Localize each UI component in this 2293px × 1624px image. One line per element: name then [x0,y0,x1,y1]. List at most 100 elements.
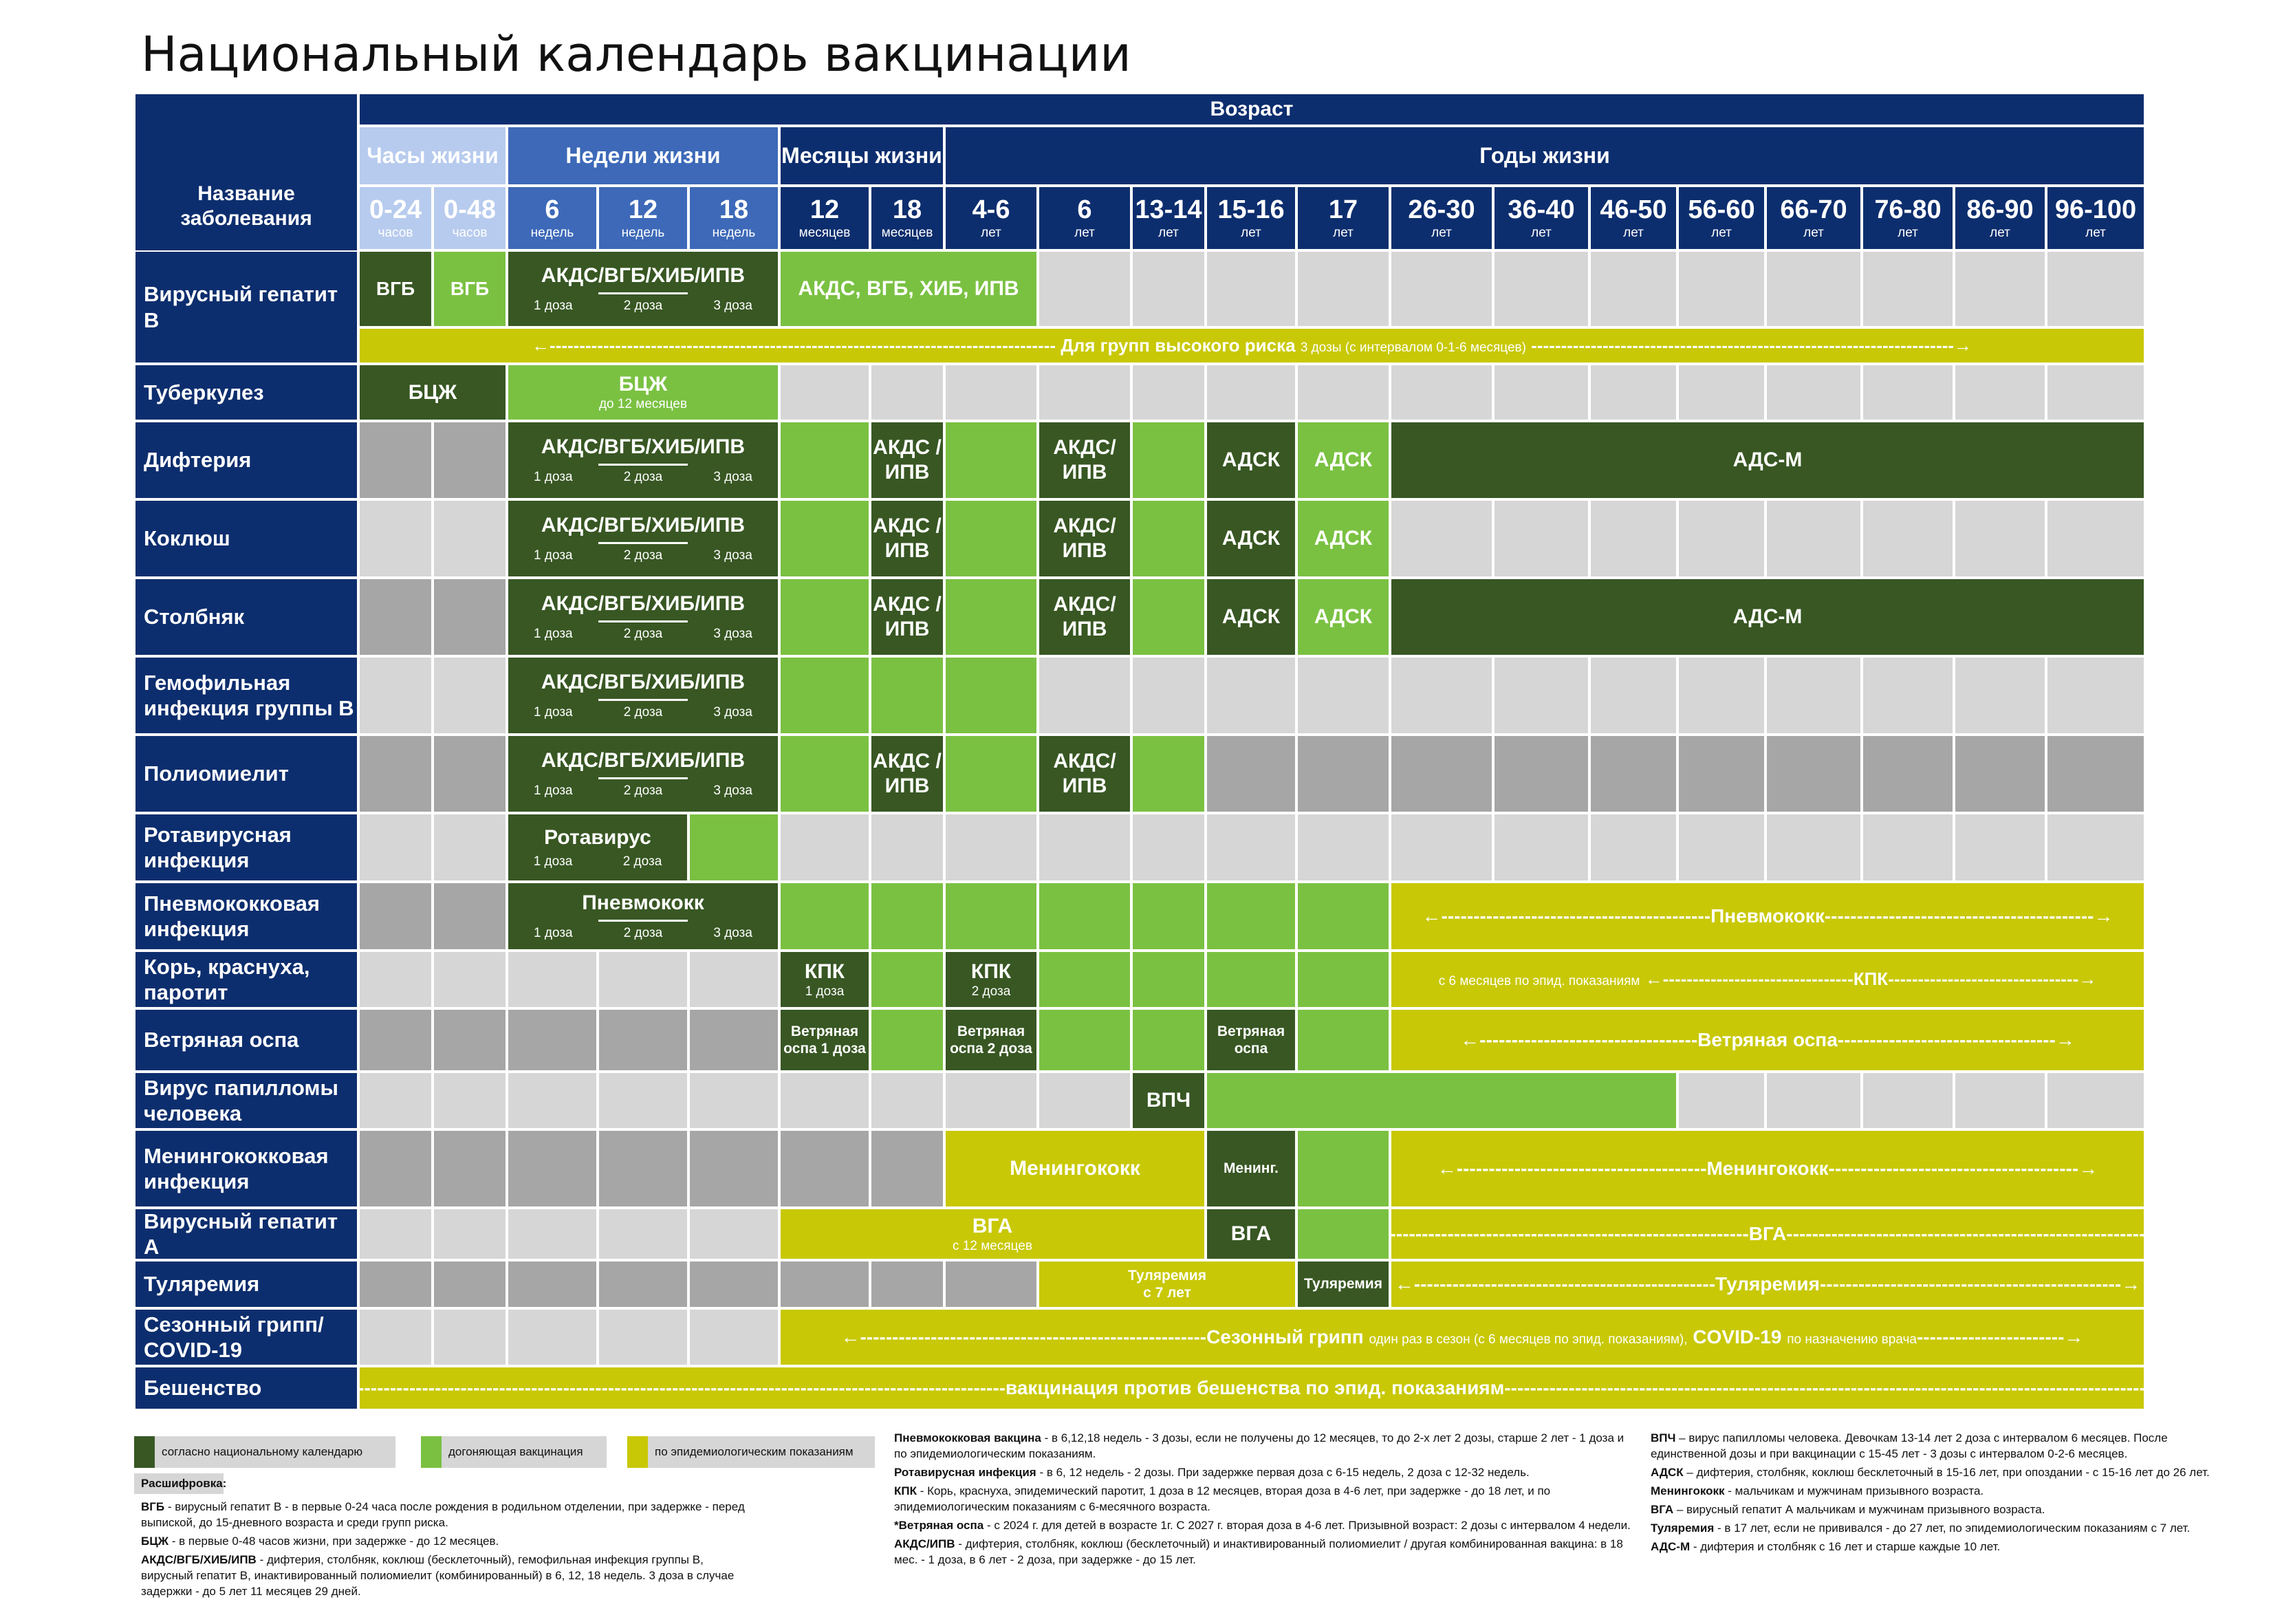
cell-text: ВГА [972,1214,1013,1237]
empty-cell [1589,735,1677,813]
empty-cell [1954,499,2046,578]
cell-text: Менингококк [1010,1157,1140,1180]
empty-cell [1954,735,2046,813]
dose-label: 2 доза [623,627,663,642]
empty-cell [358,578,433,656]
cell-text: АДСК [1221,605,1281,628]
empty-cell [358,499,433,578]
pneumo-cell: Пневмококк 1 доза 2 доза 3 доза [507,882,779,951]
dose-divider [598,777,688,780]
empty-cell [598,1260,688,1308]
age-unit: месяцев [798,226,851,241]
legend-entry: Менингококк - мальчикам и мужчинам призы… [1651,1484,2221,1500]
vaccination-table: Название заболевания Возраст Часы жизни Нед… [134,93,2156,1427]
age-unit: лет [1803,226,1824,241]
legend-entry: АКДС/ВГБ/ХИБ/ИПВ - дифтерия, столбняк, к… [141,1552,753,1600]
empty-cell [1677,364,1765,421]
legend-text: - мальчикам и мужчинам призывного возрас… [1724,1484,1984,1497]
akds-ipv-6y: АКДС/ ИПВ [1038,499,1131,578]
legend-key: АКДС/ИПВ [894,1537,955,1550]
age-column-7: 4-6 лет [944,186,1038,250]
page-title: Национальный календарь вакцинации [141,26,1131,83]
empty-cell [870,813,944,882]
catchup-cell [944,578,1038,656]
vga-epid-arrow: ←---------------------------------------… [1390,1208,2145,1260]
empty-cell [358,1208,433,1260]
empty-cell [1038,951,1131,1008]
kpk-dose2: КПК 2 доза [944,951,1038,1008]
cell-text: 2 доза [971,984,1011,999]
empty-cell [1038,250,1131,327]
age-column-2: 6 недель [507,186,598,250]
legend-text: - с 2024 г. для детей в возрасте 1г. С 2… [984,1518,1631,1532]
empty-cell [944,364,1038,421]
legend-entry: ВГБ - вирусный гепатит В - в первые 0-24… [141,1500,753,1531]
catchup-cell [944,735,1038,813]
empty-cell [779,364,870,421]
legend-key: Ротавирусная инфекция [894,1465,1036,1479]
empty-cell [598,1208,688,1260]
legend-column-1: ВГБ - вирусный гепатит В - в первые 0-24… [141,1500,753,1603]
age-value: 46-50 [1600,195,1667,224]
empty-cell [1862,656,1954,735]
empty-cell [1390,813,1493,882]
disease-name-tb: Туберкулез [134,364,358,421]
empty-cell [433,1008,507,1072]
vga-epid: ВГА с 12 месяцев [779,1208,1206,1260]
cell-text: АДСК [1221,448,1281,471]
empty-cell [1390,656,1493,735]
legend-column-3: ВПЧ – вирус папилломы человека. Девочкам… [1651,1431,2221,1558]
age-column-19: 96-100 лет [2046,186,2145,250]
empty-cell [1131,951,1206,1008]
age-unit: лет [981,226,1001,241]
cell-text: АКДС /ИПВ [873,750,942,797]
kpk-epid-arrow: с 6 месяцев по эпид. показаниям ←-------… [1390,951,2145,1008]
empty-cell [1677,813,1765,882]
akds-ipv-18m: АКДС /ИПВ [870,499,944,578]
cell-text: с 12 месяцев [953,1238,1032,1253]
cell-text: КПК [970,960,1012,983]
cell-text: Ветряная оспа 1 доза [783,1023,866,1057]
age-header: Возраст [358,93,2145,126]
age-column-16: 66-70 лет [1765,186,1862,250]
empty-cell [779,813,870,882]
adsk-cell: АДСК [1206,421,1296,499]
empty-cell [433,1260,507,1308]
age-unit: месяцев [881,226,933,241]
legend-entry: Туляремия - в 17 лет, если не прививался… [1651,1521,2221,1537]
dose-labels: 1 доза 2 доза 3 доза [508,783,778,799]
age-value: 18 [719,195,749,224]
empty-cell [870,1129,944,1208]
age-value: 18 [892,195,922,224]
legend-key: Пневмококковая вакцина [894,1431,1041,1444]
arrow-text: ←---------------------------------------… [1437,1158,2098,1180]
empty-cell [2046,735,2145,813]
empty-cell [433,656,507,735]
legend-key: *Ветряная оспа [894,1518,984,1532]
cell-text: ВПЧ [1146,1089,1191,1112]
empty-cell [1038,1072,1131,1129]
empty-cell [1038,882,1131,951]
age-column-17: 76-80 лет [1862,186,1954,250]
cell-text: COVID-19 [1693,1326,1782,1348]
empty-cell [2046,813,2145,882]
vaccine-label: АКДС/ВГБ/ХИБ/ИПВ [541,592,746,616]
empty-cell [1131,364,1206,421]
arrow-note: по назначению врача [1787,1332,1917,1347]
cell-text: ВГБ [450,278,490,300]
disease-label: Ветряная оспа [144,1028,299,1052]
age-value: 86-90 [1966,195,2034,224]
disease-name-polio: Полиомиелит [134,735,358,813]
legend-entry: БЦЖ - в первые 0-48 часов жизни, при зад… [141,1534,753,1550]
dose-label: 1 доза [533,854,573,869]
disease-name-mening: Менингококковая инфекция [134,1129,358,1208]
catchup-cell [1296,1008,1390,1072]
empty-cell [598,1008,688,1072]
age-column-9: 13-14 лет [1131,186,1206,250]
cell-text: Менингококк [1706,1158,1829,1180]
cell-text: КПК [1853,968,1889,990]
age-column-15: 56-60 лет [1677,186,1765,250]
empty-cell [1765,250,1862,327]
disease-name-vgb: Вирусный гепатит В [134,250,358,364]
empty-cell [688,1208,779,1260]
